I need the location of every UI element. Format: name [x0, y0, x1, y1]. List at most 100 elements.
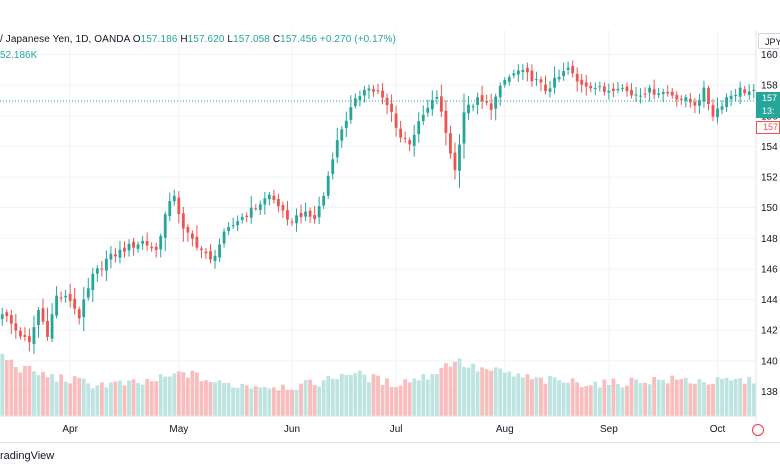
candle-body: [172, 195, 176, 202]
volume-bar: [729, 380, 734, 416]
volume-bar: [412, 378, 417, 416]
volume-bar: [697, 379, 702, 416]
candle-body: [322, 195, 326, 206]
candle-body: [458, 144, 461, 171]
volume-bar: [362, 374, 367, 416]
volume-bar: [597, 387, 602, 416]
volume-bar: [113, 381, 118, 416]
symbol-legend: / Japanese Yen, 1D, OANDA O157.186 H157.…: [0, 34, 396, 45]
candle-body: [657, 93, 661, 95]
candle-body: [114, 254, 117, 257]
candle-body: [408, 140, 412, 145]
volume-bar: [448, 366, 453, 416]
volume-bar: [167, 376, 172, 416]
candle-body: [326, 175, 330, 196]
candle-body: [498, 85, 502, 98]
volume-bar: [357, 370, 362, 416]
candle-body: [190, 233, 194, 239]
high-value: 157.620: [187, 34, 225, 45]
prev-close-tag: 157: [756, 121, 780, 134]
volume-bar: [249, 388, 254, 416]
candle-body: [720, 106, 724, 110]
volume-bar: [253, 386, 258, 416]
volume-bar: [439, 368, 444, 416]
volume-bar: [602, 379, 607, 416]
candle-body: [213, 255, 217, 261]
candle-body: [127, 243, 131, 251]
volume-bar: [353, 373, 358, 416]
candle-body: [489, 103, 493, 110]
open-value: 157.186: [140, 34, 178, 45]
volume-bar: [620, 387, 625, 416]
volume-bar: [226, 383, 231, 416]
candle-body: [743, 89, 747, 94]
time-axis: Apr May Jun Jul Aug Sep Oct: [62, 424, 725, 435]
candle-body: [616, 88, 620, 91]
candle-body: [109, 253, 113, 260]
candle-body: [46, 320, 49, 337]
candle-body: [195, 236, 199, 248]
volume-bar: [367, 382, 371, 416]
volume-bar: [530, 379, 534, 416]
volume-bar: [231, 387, 236, 416]
volume-bar: [661, 380, 666, 416]
volume-bar: [702, 382, 706, 416]
candle-body: [32, 327, 36, 344]
candle-body: [50, 314, 54, 339]
volume-bar: [715, 377, 720, 416]
volume-bar: [652, 376, 657, 416]
volume-bar: [145, 379, 150, 416]
volume-bar: [267, 388, 272, 416]
candle-body: [557, 76, 561, 80]
volume-bar: [118, 380, 122, 416]
volume-bar: [724, 377, 729, 416]
chart-settings-icon[interactable]: [752, 424, 764, 436]
volume-bar: [557, 380, 561, 416]
candle-body: [630, 89, 633, 96]
candle-body: [593, 88, 597, 90]
candle-body: [64, 295, 68, 298]
volume-bar: [430, 374, 435, 416]
candle-body: [145, 241, 149, 246]
volume-bar: [742, 383, 747, 416]
candle-body: [625, 86, 629, 92]
volume-bar: [466, 367, 471, 416]
currency-button[interactable]: JPY: [758, 33, 780, 49]
volume-bar: [176, 371, 181, 416]
volume-bar: [751, 383, 756, 416]
candle-body: [530, 70, 534, 82]
volume-bar: [711, 383, 715, 416]
volume-bar: [22, 366, 27, 416]
candle-body: [702, 87, 706, 102]
candle-body: [571, 65, 575, 74]
candle-body: [675, 95, 679, 100]
volume-bar: [480, 367, 485, 416]
volume-bar: [158, 374, 163, 416]
volume-bar: [222, 383, 226, 416]
candle-body: [679, 98, 683, 100]
volume-bar: [45, 377, 50, 416]
volume-bar: [516, 373, 521, 416]
candle-body: [136, 244, 140, 249]
volume-bar: [444, 363, 448, 416]
volume-bars: [0, 353, 756, 416]
candle-body: [430, 99, 434, 110]
candle-body: [272, 195, 276, 200]
candle-body: [363, 89, 366, 96]
candle-body: [539, 79, 543, 83]
candle-body: [277, 199, 280, 207]
volume-bar: [181, 372, 186, 416]
candle-body: [231, 225, 235, 227]
volume-bar: [683, 378, 688, 416]
candle-body: [104, 258, 108, 271]
volume-bar: [258, 387, 263, 416]
candle-body: [584, 82, 588, 87]
candle-body: [512, 73, 516, 76]
volume-bar: [68, 383, 73, 416]
volume-bar: [90, 388, 95, 416]
candle-body: [738, 87, 742, 97]
candle-body: [23, 335, 27, 337]
volume-bar: [629, 377, 634, 416]
candle-body: [308, 210, 312, 217]
volume-bar: [738, 378, 743, 416]
